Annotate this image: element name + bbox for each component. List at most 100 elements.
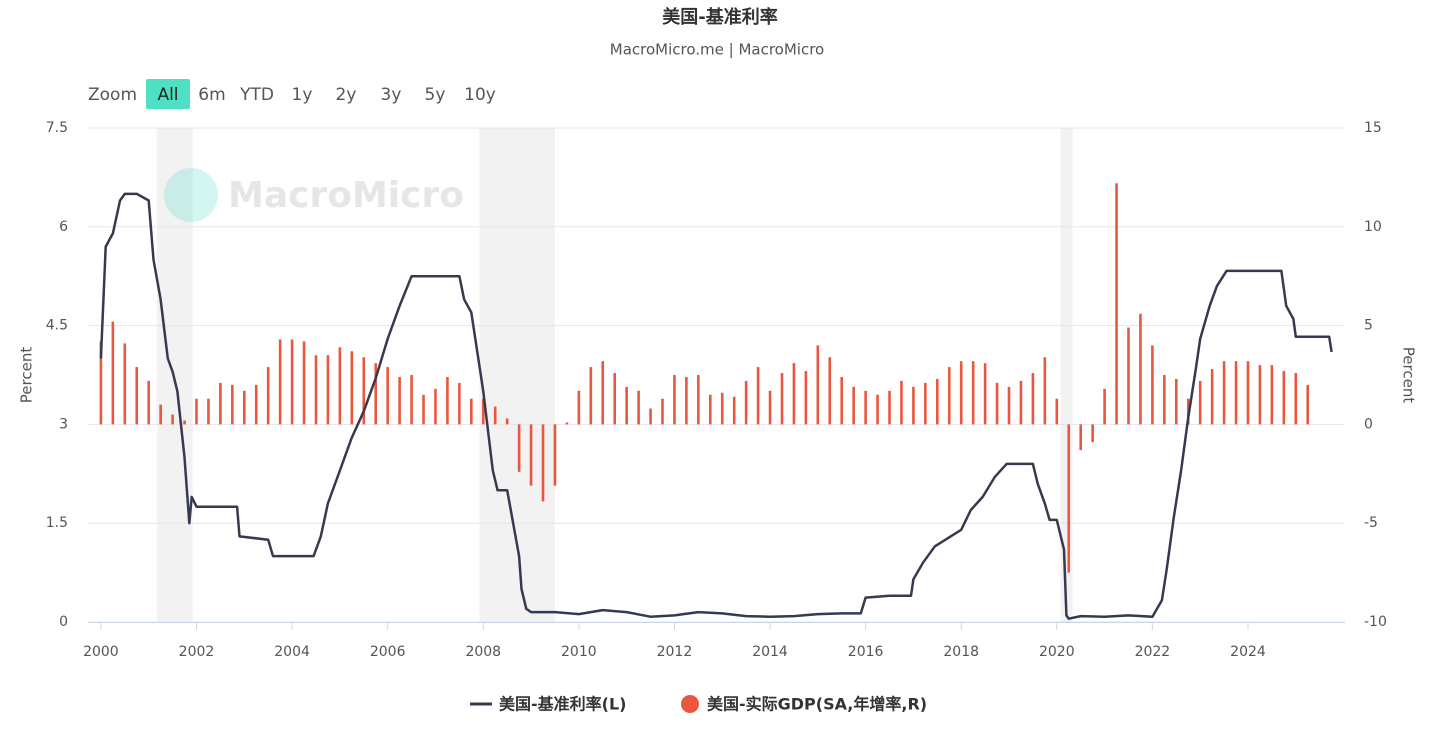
bar <box>947 367 951 425</box>
y2-tick-label: 10 <box>1364 219 1382 235</box>
bar <box>207 398 210 425</box>
bar <box>936 378 939 425</box>
bar <box>517 424 521 472</box>
range-button[interactable]: 6m <box>198 85 225 105</box>
bar <box>661 398 664 425</box>
bar <box>458 382 461 425</box>
bar <box>374 363 378 425</box>
bar <box>362 357 366 425</box>
bar <box>1103 388 1106 425</box>
bar <box>553 424 557 486</box>
bar <box>1043 357 1047 425</box>
bar <box>254 384 258 425</box>
bar <box>601 361 605 425</box>
bar <box>971 361 975 425</box>
bar <box>959 361 963 425</box>
x-tick-label: 2022 <box>1135 644 1171 660</box>
bar <box>744 380 748 425</box>
bar <box>613 373 616 425</box>
bar <box>350 351 354 425</box>
bar <box>840 376 844 425</box>
watermark-logo <box>164 168 218 222</box>
y2-tick-label: 15 <box>1364 120 1382 136</box>
bar <box>1019 380 1023 425</box>
bar <box>446 376 449 425</box>
bar <box>505 418 509 425</box>
bar <box>290 339 294 425</box>
bar <box>302 341 306 425</box>
chart-subtitle: MacroMicro.me | MacroMicro <box>610 41 824 59</box>
bar <box>183 420 186 425</box>
bar <box>685 376 688 425</box>
chart-title: 美国-基准利率 <box>662 6 777 28</box>
bar <box>816 345 820 425</box>
range-button[interactable]: 3y <box>381 85 402 105</box>
bar <box>1174 378 1178 425</box>
bar <box>99 341 103 425</box>
bar <box>242 390 246 425</box>
legend-item[interactable]: 美国-实际GDP(SA,年增率,R) <box>681 695 927 714</box>
y2-tick-label: -5 <box>1364 515 1378 531</box>
bar <box>422 394 425 425</box>
legend-label: 美国-基准利率(L) <box>499 695 626 714</box>
bar <box>195 398 198 425</box>
bar <box>326 355 330 425</box>
y-tick-label: 6 <box>59 219 68 235</box>
range-button[interactable]: 1y <box>292 85 313 105</box>
bar <box>529 424 533 486</box>
bar <box>123 343 127 425</box>
x-tick-label: 2000 <box>83 644 119 660</box>
x-tick-label: 2002 <box>179 644 215 660</box>
bar <box>1007 386 1011 425</box>
range-button[interactable]: 5y <box>425 85 446 105</box>
legend-item[interactable]: 美国-基准利率(L) <box>470 695 626 714</box>
bar <box>732 396 736 425</box>
range-button[interactable]: 2y <box>336 85 357 105</box>
bar <box>135 367 139 425</box>
bar <box>589 367 593 425</box>
y-tick-label: 1.5 <box>46 515 68 531</box>
bar <box>1067 424 1071 573</box>
bar <box>314 355 318 425</box>
bar <box>1222 361 1226 425</box>
zoom-label: Zoom <box>88 85 137 105</box>
range-button[interactable]: 10y <box>464 85 496 105</box>
bar <box>1091 424 1094 443</box>
bar <box>625 386 628 425</box>
bar <box>171 414 174 425</box>
legend-label: 美国-实际GDP(SA,年增率,R) <box>707 695 927 714</box>
recession-band <box>156 128 193 622</box>
y-axis-title: Percent <box>18 347 36 404</box>
bar <box>159 404 162 425</box>
bar <box>1294 373 1298 425</box>
x-tick-label: 2006 <box>370 644 406 660</box>
bar <box>1127 327 1130 425</box>
range-button-bg <box>146 79 190 109</box>
bar <box>864 390 867 425</box>
range-button[interactable]: All <box>157 85 178 105</box>
watermark: MacroMicro <box>228 175 464 216</box>
x-tick-label: 2008 <box>465 644 501 660</box>
bar <box>900 380 903 425</box>
range-button[interactable]: YTD <box>239 85 274 105</box>
bar <box>828 357 832 425</box>
bar <box>278 339 282 425</box>
x-tick-label: 2014 <box>752 644 788 660</box>
bar <box>697 375 700 425</box>
y2-tick-label: -10 <box>1364 614 1387 630</box>
y-tick-label: 7.5 <box>46 120 68 136</box>
bar <box>912 386 915 425</box>
bar <box>924 382 927 425</box>
bar <box>434 388 437 425</box>
bar <box>792 363 796 425</box>
bar <box>470 398 473 425</box>
y-tick-label: 0 <box>59 614 68 630</box>
bar <box>1282 371 1286 425</box>
bar <box>888 390 891 425</box>
x-tick-label: 2020 <box>1039 644 1075 660</box>
recession-band <box>1060 128 1073 622</box>
bar <box>493 406 497 425</box>
bar <box>386 367 389 425</box>
bar <box>649 408 652 425</box>
